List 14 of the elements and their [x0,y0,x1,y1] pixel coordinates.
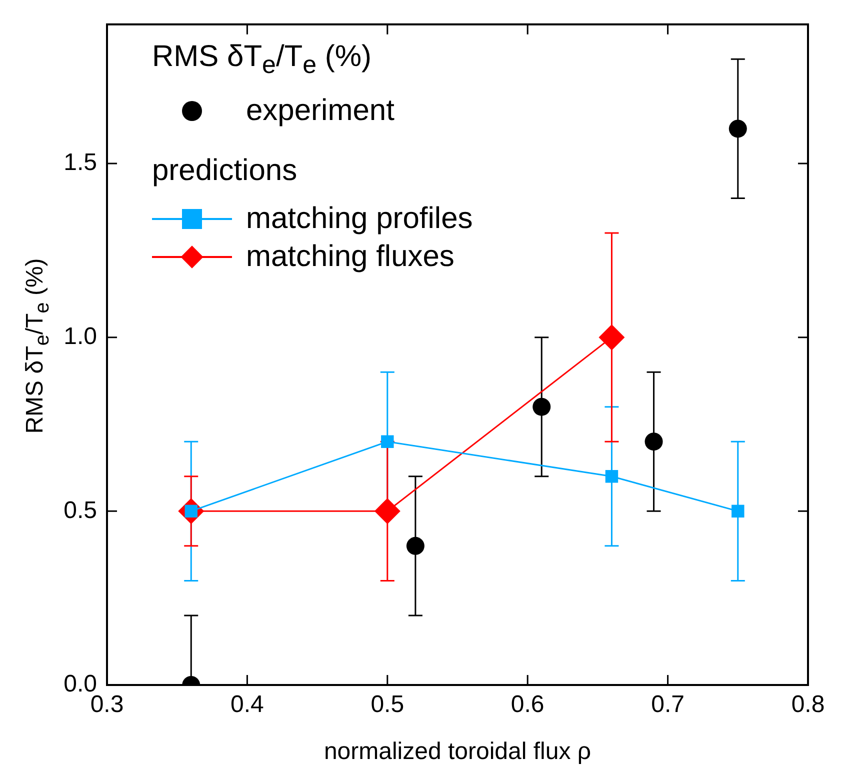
x-tick-label: 0.7 [651,691,684,718]
x-tick-label: 0.5 [370,691,404,718]
x-tick-label: 0.8 [791,691,825,718]
y-tick-label: 1.5 [64,149,97,176]
y-tick-label: 1.0 [64,322,97,350]
legend-label: matching profiles [246,202,473,236]
annotation: predictions [152,154,298,188]
x-tick-label: 0.4 [230,691,264,718]
legend-title: RMS δT$_{e}$/T$_{e}$ (%) [152,40,373,80]
x-axis-title: normalized toroidal flux ρ [322,738,592,766]
legend-label: matching fluxes [246,240,454,274]
legend-label: experiment [246,94,394,128]
x-tick-label: 0.6 [510,691,544,718]
y-tick-label: 0.5 [64,496,97,524]
